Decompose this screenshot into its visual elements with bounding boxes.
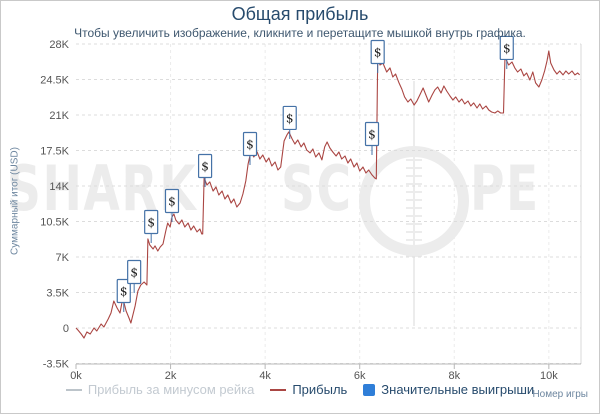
legend-label: Прибыль за минусом рейка <box>87 382 255 397</box>
dollar-icon: $ <box>246 138 254 152</box>
significant-win-marker[interactable]: $ <box>364 121 380 155</box>
y-tick-label: 7K <box>56 252 70 264</box>
dollar-icon: $ <box>503 41 511 55</box>
legend-label: Прибыль <box>292 382 348 397</box>
significant-win-marker[interactable]: $ <box>164 188 180 223</box>
chart-title: Общая прибыль <box>231 4 369 24</box>
y-tick-label: 10.5K <box>40 217 69 229</box>
scope-reticle-ring-icon <box>359 146 469 256</box>
significant-win-marker[interactable]: $ <box>242 131 258 166</box>
marker-box <box>364 121 380 147</box>
legend-item-profit[interactable]: Прибыль <box>270 382 347 397</box>
marker-box <box>144 209 159 235</box>
line-swatch-icon <box>270 388 287 391</box>
dollar-icon: $ <box>168 195 176 209</box>
significant-win-marker[interactable]: $ <box>127 259 142 294</box>
x-tick-label: 8k <box>448 370 460 382</box>
x-axis-title: Номер игры <box>532 389 588 400</box>
dollar-icon: $ <box>286 111 294 125</box>
dollar-icon: $ <box>368 127 376 141</box>
marker-box <box>116 278 131 304</box>
marker-box <box>242 131 258 157</box>
y-tick-label: 3.5K <box>46 288 69 300</box>
legend-item-significant-wins[interactable]: Значительные выигрыши <box>363 382 534 397</box>
marker-box <box>164 188 180 214</box>
watermark-text-sc: SC <box>281 152 353 225</box>
significant-win-marker[interactable]: $ <box>144 209 159 244</box>
marker-box <box>197 153 213 179</box>
significant-win-marker[interactable]: $ <box>116 278 131 312</box>
marker-box <box>370 39 385 65</box>
y-tick-label: 28K <box>49 39 69 51</box>
x-tick-label: 2k <box>165 370 177 382</box>
y-axis-title: Суммарный итог (USD) <box>9 147 21 255</box>
marker-box <box>499 35 514 61</box>
legend: Прибыль за минусом рейка Прибыль Значите… <box>1 382 599 397</box>
significant-win-marker[interactable]: $ <box>282 105 297 139</box>
x-tick-label: 4k <box>259 370 271 382</box>
legend-item-profit-minus-rake[interactable]: Прибыль за минусом рейка <box>65 382 255 397</box>
marker-box <box>282 105 297 131</box>
watermark-text-pe: PE <box>470 152 540 225</box>
y-tick-label: 24.5K <box>40 75 69 87</box>
y-tick-label: 14K <box>49 181 69 193</box>
x-tick-label: 10k <box>540 370 558 382</box>
watermark-text-shark: SHARK <box>7 152 198 225</box>
significant-win-marker[interactable]: $ <box>197 153 213 188</box>
dollar-icon: $ <box>201 160 209 174</box>
x-tick-label: 6k <box>354 370 366 382</box>
y-tick-label: 17.5K <box>40 146 69 158</box>
significant-win-marker[interactable]: $ <box>370 39 385 74</box>
marker-box <box>127 259 142 285</box>
y-tick-label: 0 <box>63 323 69 335</box>
y-tick-label: -3.5K <box>43 359 70 371</box>
square-swatch-icon <box>363 383 376 396</box>
profit-line <box>75 50 580 339</box>
dollar-icon: $ <box>120 284 128 298</box>
significant-win-marker[interactable]: $ <box>499 35 514 69</box>
x-tick-label: 0k <box>70 370 82 382</box>
legend-label: Значительные выигрыши <box>381 382 535 397</box>
dollar-icon: $ <box>130 266 138 280</box>
line-swatch-icon <box>65 388 82 391</box>
dollar-icon: $ <box>147 216 155 230</box>
chart-subtitle: Чтобы увеличить изображение, кликните и … <box>74 26 526 40</box>
dollar-icon: $ <box>374 46 382 60</box>
y-tick-label: 21K <box>49 110 69 122</box>
